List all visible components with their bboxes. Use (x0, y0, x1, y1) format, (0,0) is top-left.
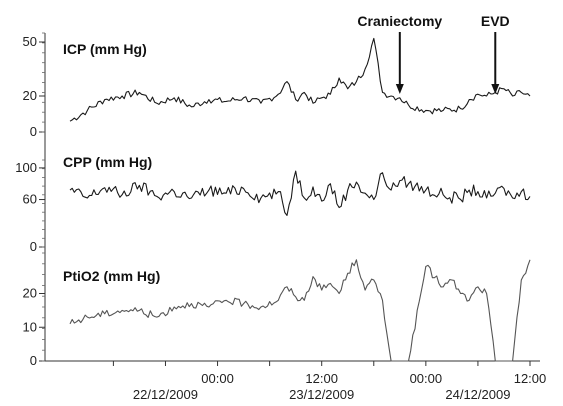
annotation-label: Craniectomy (357, 13, 442, 29)
y-tick-label: 100 (15, 160, 37, 175)
y-tick-label: 10 (23, 319, 37, 334)
y-tick-label: 0 (30, 353, 37, 368)
y-tick-label: 50 (23, 34, 37, 49)
series-label: PtiO2 (mm Hg) (63, 268, 160, 284)
x-date-label: 24/12/2009 (445, 387, 510, 402)
y-tick-label: 60 (23, 192, 37, 207)
series-label: ICP (mm Hg) (63, 41, 147, 57)
x-tick-label: 12:00 (514, 371, 547, 386)
x-date-label: 22/12/2009 (133, 387, 198, 402)
y-tick-label: 0 (30, 239, 37, 254)
y-tick-label: 20 (23, 88, 37, 103)
x-date-label: 23/12/2009 (289, 387, 354, 402)
x-tick-label: 00:00 (201, 371, 234, 386)
series-line (70, 171, 530, 215)
x-tick-label: 00:00 (410, 371, 443, 386)
annotation-arrow-head (396, 84, 404, 94)
annotation-label: EVD (481, 13, 510, 29)
series-label: CPP (mm Hg) (63, 154, 152, 170)
y-tick-label: 20 (23, 286, 37, 301)
x-tick-label: 12:00 (305, 371, 338, 386)
y-tick-label: 0 (30, 124, 37, 139)
